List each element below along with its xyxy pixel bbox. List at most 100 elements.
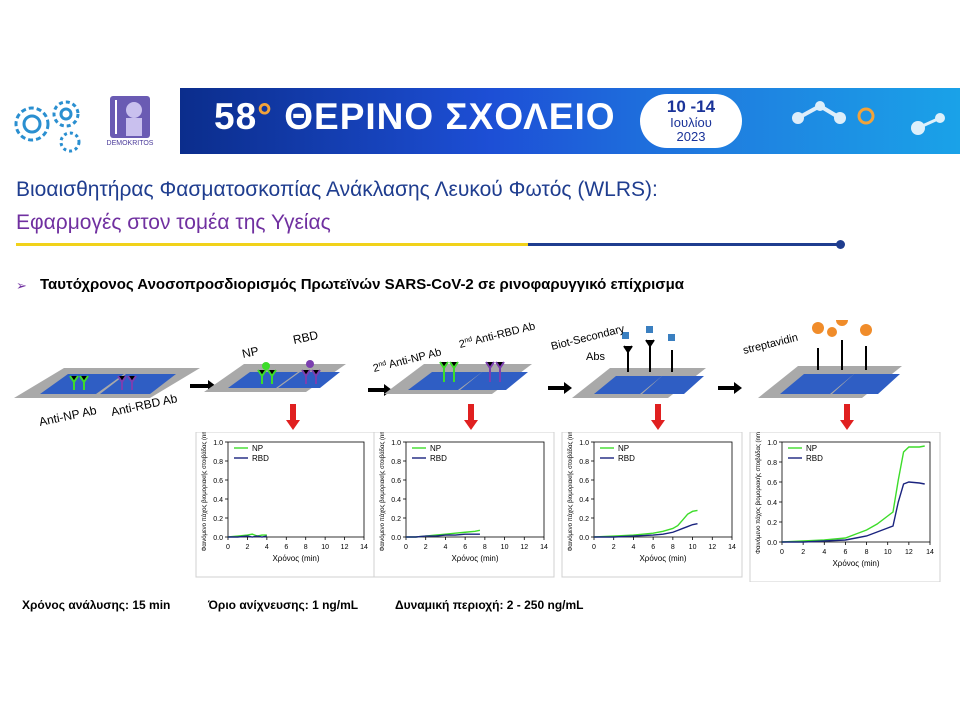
x-tick-label: 2	[612, 544, 616, 551]
y-tick-label: 0.4	[579, 497, 589, 504]
y-tick-label: 0.8	[767, 460, 777, 467]
divider-end-dot	[836, 240, 845, 249]
x-axis-label: Χρόνος (min)	[832, 559, 879, 568]
y-tick-label: 0.8	[579, 459, 589, 466]
x-tick-label: 2	[801, 549, 805, 556]
y-tick-label: 0.0	[391, 535, 401, 542]
chip-step-2	[204, 360, 346, 392]
chip-step-4	[572, 326, 706, 398]
x-tick-label: 4	[265, 544, 269, 551]
x-tick-label: 10	[321, 544, 329, 551]
x-tick-label: 0	[592, 544, 596, 551]
y-axis-label: Φαινόμενο πάχος βιομοριακής στοιβάδας (n…	[567, 432, 574, 551]
x-tick-label: 4	[631, 544, 635, 551]
demokritos-caption: DEMOKRITOS	[106, 140, 154, 147]
banner-title: 58° ΘΕΡΙΝΟ ΣΧΟΛΕΙΟ	[214, 96, 616, 137]
y-tick-label: 0.0	[213, 535, 223, 542]
title-line-2: Εφαρμογές στον τομέα της Υγείας	[16, 211, 331, 234]
label-anti-np: Anti-NP Ab	[38, 403, 98, 429]
chart-3: 0.0 0.2 0.4 0.6 0.8 1.0 0 2 4 6 8 10 12 14 Χρόνος (min…	[561, 432, 743, 578]
divider-yellow	[16, 243, 528, 246]
legend-label-rbd: RBD	[430, 454, 447, 463]
chart-1: 0.0 0.2 0.4 0.6 0.8 1.0 0 2 4 6 8 10 12 14 Χρόνος (min…	[195, 432, 375, 578]
y-tick-label: 0.2	[213, 516, 223, 523]
y-tick-label: 0.8	[391, 459, 401, 466]
label-biot-secondary: Biot-Secondary	[550, 323, 626, 353]
series-line-rbd	[228, 535, 267, 538]
x-tick-label: 8	[865, 549, 869, 556]
demokritos-logo: DEMOKRITOS	[106, 96, 154, 147]
label-rbd: RBD	[292, 328, 320, 347]
x-tick-label: 14	[926, 549, 934, 556]
date-days: 10 -14	[666, 97, 716, 116]
x-tick-label: 2	[424, 544, 428, 551]
plot-area	[227, 441, 365, 538]
chart-4: 0.0 0.2 0.4 0.6 0.8 1.0 0 2 4 6 8 10 12 14 Χρόνος (min…	[749, 432, 941, 582]
dynamic-range: Δυναμική περιοχή: 2 - 250 ng/mL	[395, 598, 584, 612]
divider-blue	[528, 243, 838, 246]
x-tick-label: 8	[671, 544, 675, 551]
chart-frame	[561, 432, 743, 578]
series-line-rbd	[782, 481, 925, 543]
series-line-rbd	[594, 523, 698, 538]
x-tick-label: 0	[226, 544, 230, 551]
chart-frame	[195, 432, 375, 578]
x-tick-label: 12	[341, 544, 349, 551]
bullet-arrow-icon: ➢	[16, 278, 27, 293]
y-axis-label: Φαινόμενο πάχος βιομοριακής στοιβάδας (n…	[201, 432, 208, 551]
section-subtitle: Ταυτόχρονος Ανοσοπροσδιορισμός Πρωτεϊνών…	[40, 276, 684, 293]
banner-strip	[180, 88, 960, 154]
y-tick-label: 1.0	[767, 440, 777, 447]
x-tick-label: 10	[689, 544, 697, 551]
x-tick-label: 12	[708, 544, 716, 551]
series-line-np	[781, 445, 925, 543]
chart-2: 0.0 0.2 0.4 0.6 0.8 1.0 0 2 4 6 8 10 12 14 Χρόνος (min…	[373, 432, 555, 578]
title-line-1: Βιοαισθητήρας Φασματοσκοπίας Ανάκλασης Λ…	[16, 178, 658, 201]
plot-area	[405, 441, 545, 538]
y-tick-label: 1.0	[391, 440, 401, 447]
x-tick-label: 6	[463, 544, 467, 551]
legend-label-rbd: RBD	[252, 454, 269, 463]
date-year: 2023	[676, 129, 706, 144]
x-tick-label: 2	[245, 544, 249, 551]
x-axis-label: Χρόνος (min)	[272, 554, 319, 563]
x-tick-label: 4	[822, 549, 826, 556]
arrow-2	[368, 384, 392, 396]
banner-molecule-icon	[792, 101, 945, 135]
plot-area	[781, 441, 931, 543]
label-2nd-anti-rbd: 2nd Anti-RBD Ab	[458, 320, 537, 351]
x-axis-label: Χρόνος (min)	[639, 554, 686, 563]
y-tick-label: 0.6	[391, 478, 401, 485]
y-tick-label: 0.2	[579, 516, 589, 523]
x-tick-label: 4	[443, 544, 447, 551]
legend-label-rbd: RBD	[618, 454, 635, 463]
x-tick-label: 8	[483, 544, 487, 551]
y-tick-label: 0.4	[391, 497, 401, 504]
x-tick-label: 6	[651, 544, 655, 551]
date-badge: 10 -14 Ιουλίου 2023	[640, 94, 742, 148]
label-abs: Abs	[586, 351, 605, 363]
assay-schematic: Anti-NP Ab Anti-RBD Ab NP RBD 2nd Anti-N…	[14, 320, 902, 430]
analysis-time: Χρόνος ανάλυσης: 15 min	[22, 598, 171, 612]
banner: 58° ΘΕΡΙΝΟ ΣΧΟΛΕΙΟ 10 -14 Ιουλίου 2023	[0, 88, 960, 154]
y-tick-label: 0.4	[213, 497, 223, 504]
x-tick-label: 14	[360, 544, 368, 551]
chip-step-3	[384, 361, 532, 394]
demokritos-emblem-icon	[110, 96, 150, 138]
x-tick-label: 0	[404, 544, 408, 551]
x-tick-label: 12	[520, 544, 528, 551]
x-tick-label: 10	[884, 549, 892, 556]
chart-frame	[373, 432, 555, 578]
legend-label-rbd: RBD	[806, 454, 823, 463]
series-line-rbd	[406, 533, 480, 538]
y-tick-label: 0.0	[767, 540, 777, 547]
x-tick-label: 8	[304, 544, 308, 551]
red-down-arrows	[286, 404, 854, 430]
legend-label-np: NP	[618, 444, 629, 453]
charts-area: 0.0 0.2 0.4 0.6 0.8 1.0 0 2 4 6 8 10 12 14 Χρόνος (min…	[195, 432, 941, 582]
arrow-3	[548, 382, 572, 394]
legend-label-np: NP	[806, 444, 817, 453]
plot-area	[593, 441, 733, 538]
x-tick-label: 14	[728, 544, 736, 551]
x-tick-label: 0	[780, 549, 784, 556]
